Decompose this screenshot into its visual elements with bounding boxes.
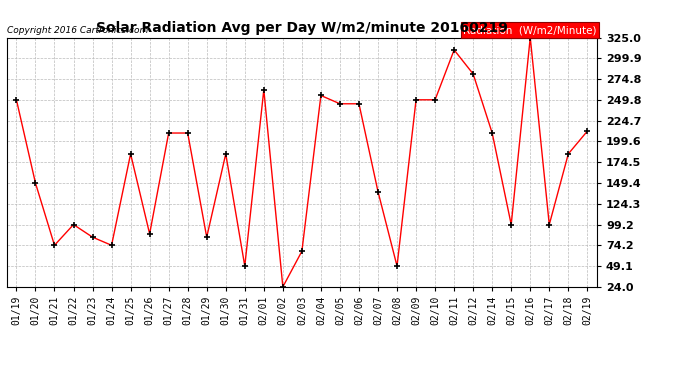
Title: Solar Radiation Avg per Day W/m2/minute 20160219: Solar Radiation Avg per Day W/m2/minute … xyxy=(96,21,508,35)
Text: Copyright 2016 Cartronics.com: Copyright 2016 Cartronics.com xyxy=(7,26,148,35)
Text: Radiation  (W/m2/Minute): Radiation (W/m2/Minute) xyxy=(464,25,597,35)
